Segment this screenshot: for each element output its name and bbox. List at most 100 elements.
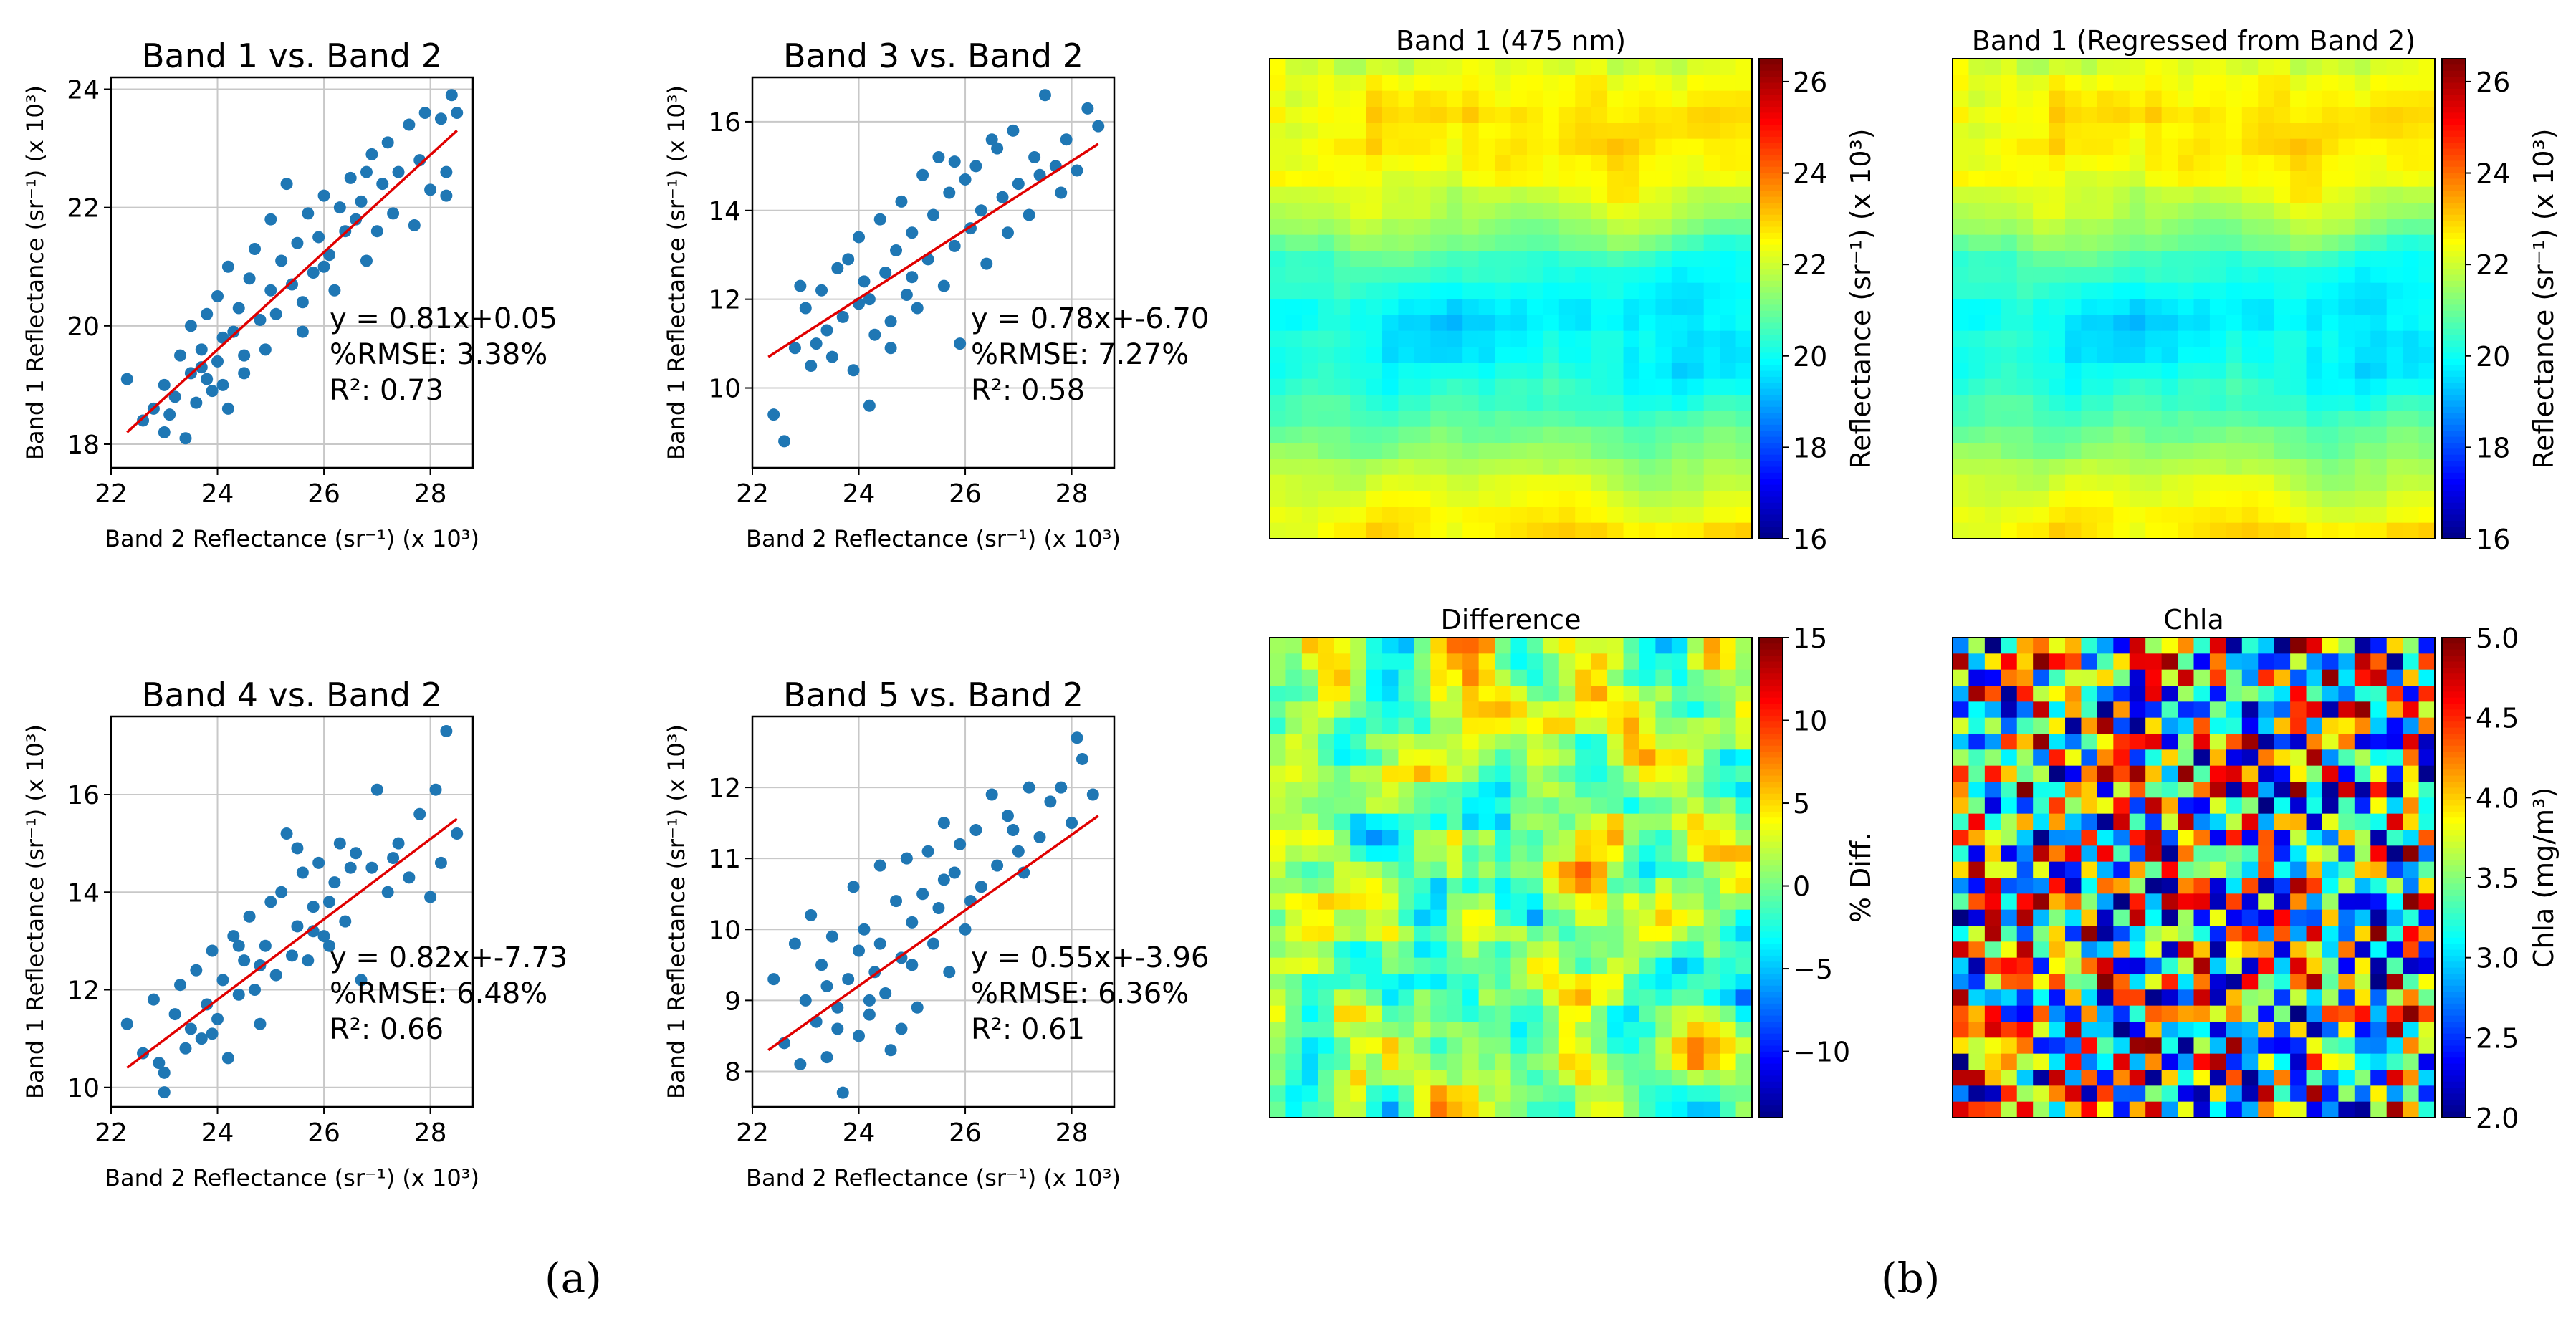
- heatmap-cell: [2338, 653, 2355, 671]
- heatmap-cell: [1301, 203, 1318, 219]
- heatmap-cell: [2354, 861, 2371, 878]
- heatmap-cell: [1720, 653, 1737, 671]
- heatmap-cell: [2403, 251, 2420, 267]
- heatmap-cell: [2081, 186, 2098, 203]
- heatmap-cell: [2258, 186, 2275, 203]
- heatmap-cell: [2016, 267, 2034, 284]
- heatmap-cell: [2226, 1085, 2243, 1103]
- heatmap-cell: [2226, 155, 2243, 171]
- heatmap-cell: [1543, 1022, 1560, 1038]
- colorbar-segment: [1759, 454, 1783, 461]
- heatmap-cell: [1446, 686, 1463, 702]
- heatmap-cell: [1623, 1101, 1640, 1118]
- heatmap-cell: [2370, 893, 2388, 911]
- heatmap-cell: [2001, 782, 2018, 798]
- data-point: [317, 260, 330, 273]
- heatmap-cell: [1687, 59, 1705, 75]
- heatmap-cell: [2418, 845, 2436, 863]
- colorbar-segment: [2442, 883, 2466, 891]
- heatmap-cell: [1623, 830, 1640, 846]
- heatmap-cell: [2306, 491, 2323, 507]
- heatmap-cell: [2322, 107, 2339, 123]
- data-point: [190, 396, 203, 409]
- colorbar-segment: [1759, 95, 1783, 102]
- heatmap-cell: [2001, 330, 2018, 347]
- heatmap-cell: [1720, 155, 1737, 171]
- heatmap-cell: [1623, 1053, 1640, 1070]
- heatmap-cell: [1301, 426, 1318, 443]
- heatmap-cell: [1671, 797, 1688, 815]
- heatmap-cell: [1285, 797, 1303, 815]
- heatmap-cell: [1575, 155, 1592, 171]
- heatmap-cell: [1382, 1005, 1399, 1022]
- heatmap-cell: [1270, 282, 1287, 299]
- heatmap-cell: [1446, 459, 1463, 476]
- heatmap-cell: [1495, 186, 1512, 203]
- heatmap-cell: [2322, 957, 2339, 974]
- heatmap-cell: [2418, 474, 2436, 491]
- heatmap-cell: [1591, 765, 1608, 782]
- heatmap-cell: [1687, 765, 1705, 782]
- colorbar-segment: [2442, 919, 2466, 926]
- data-point: [815, 284, 828, 297]
- heatmap-cell: [1318, 1101, 1335, 1118]
- heatmap-cell: [2178, 491, 2195, 507]
- colorbar-segment: [1759, 823, 1783, 830]
- heatmap-cell: [1366, 813, 1383, 830]
- heatmap-cell: [1623, 107, 1640, 123]
- heatmap-cell: [2097, 203, 2114, 219]
- heatmap-cell: [1510, 749, 1528, 767]
- heatmap-cell: [2097, 974, 2114, 990]
- colorbar-segment: [1759, 130, 1783, 138]
- heatmap-cell: [2129, 363, 2146, 380]
- heatmap-cell: [2258, 59, 2275, 75]
- heatmap-cell: [2290, 845, 2307, 863]
- colorbar-segment: [2442, 638, 2466, 645]
- heatmap-cell: [2129, 219, 2146, 236]
- heatmap-cell: [2209, 251, 2226, 267]
- heatmap-cell: [1382, 522, 1399, 539]
- data-point: [815, 959, 828, 971]
- heatmap-cell: [2081, 315, 2098, 332]
- heatmap-cell: [1639, 1101, 1656, 1118]
- heatmap-cell: [1575, 861, 1592, 878]
- colorbar-segment: [1759, 310, 1783, 317]
- heatmap-cell: [1543, 251, 1560, 267]
- heatmap-cell: [2226, 299, 2243, 315]
- heatmap-cell: [2065, 1053, 2082, 1070]
- heatmap-cell: [2065, 926, 2082, 942]
- heatmap-cell: [2081, 234, 2098, 251]
- data-point: [232, 939, 245, 952]
- heatmap-cell: [1687, 395, 1705, 411]
- heatmap-cell: [1607, 974, 1624, 990]
- heatmap-cell: [2226, 107, 2243, 123]
- data-point: [985, 133, 998, 146]
- heatmap-cell: [1703, 861, 1720, 878]
- heatmap-cell: [2274, 1037, 2291, 1055]
- heatmap-cell: [2081, 893, 2098, 911]
- data-point: [190, 964, 203, 977]
- heatmap-cell: [1462, 219, 1480, 236]
- heatmap-cell: [1350, 522, 1367, 539]
- colorbar-tick-label: 10: [1793, 706, 1827, 737]
- heatmap-cell: [1366, 107, 1383, 123]
- heatmap-cell: [1285, 686, 1303, 702]
- heatmap-cell: [1301, 90, 1318, 107]
- heatmap-cell: [2033, 426, 2050, 443]
- heatmap-cell: [2274, 686, 2291, 702]
- heatmap-cell: [2418, 813, 2436, 830]
- heatmap-cell: [1301, 75, 1318, 92]
- heatmap-cell: [2049, 797, 2066, 815]
- heatmap-cell: [1446, 315, 1463, 332]
- heatmap-cell: [1687, 522, 1705, 539]
- colorbar-segment: [1759, 317, 1783, 324]
- data-point: [137, 414, 150, 427]
- heatmap-cell: [2129, 395, 2146, 411]
- heatmap-cell: [2081, 395, 2098, 411]
- heatmap-cell: [2226, 878, 2243, 894]
- heatmap-cell: [1382, 315, 1399, 332]
- heatmap-cell: [1446, 941, 1463, 959]
- heatmap-cell: [1301, 686, 1318, 702]
- heatmap-cell: [2290, 474, 2307, 491]
